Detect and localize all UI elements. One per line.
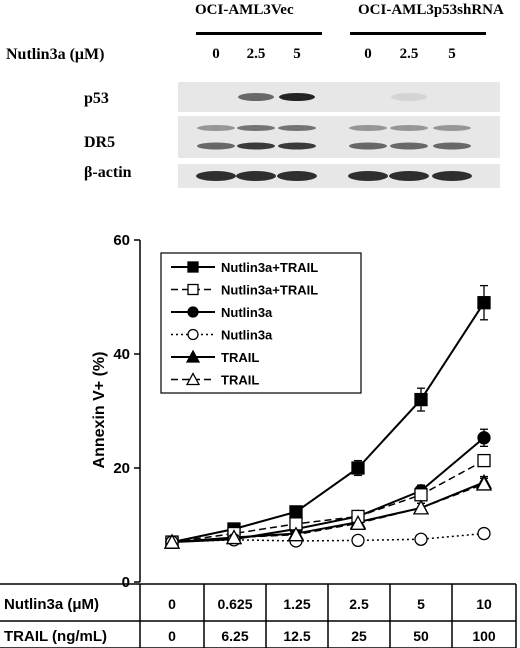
p53-band bbox=[238, 93, 274, 101]
table-row-label: TRAIL (ng/mL) bbox=[4, 628, 107, 645]
data-point bbox=[351, 533, 365, 548]
p53-band bbox=[391, 93, 427, 101]
row-label-actin: β-actin bbox=[84, 164, 132, 181]
dr5-band bbox=[349, 125, 387, 131]
conc-label: 2.5 bbox=[399, 46, 419, 62]
y-tick-label: 40 bbox=[113, 346, 130, 363]
series-line bbox=[171, 483, 485, 543]
legend-label: TRAIL bbox=[221, 373, 259, 388]
chart-axes: 0 20 40 60 bbox=[113, 232, 141, 591]
actin-band bbox=[432, 171, 472, 181]
table-cell: 10 bbox=[476, 596, 492, 612]
row-label-p53: p53 bbox=[84, 90, 109, 107]
legend-label: Nutlin3a+TRAIL bbox=[221, 283, 318, 298]
table-cell: 6.25 bbox=[221, 628, 248, 644]
data-point bbox=[351, 461, 365, 475]
table-cell: 0 bbox=[168, 628, 176, 644]
row-label-dr5: DR5 bbox=[84, 134, 116, 151]
dr5-band bbox=[390, 142, 428, 150]
dr5-band bbox=[278, 142, 316, 150]
data-point bbox=[187, 328, 199, 341]
series-line bbox=[171, 532, 485, 543]
data-point bbox=[477, 431, 491, 445]
data-point bbox=[187, 283, 199, 296]
actin-band bbox=[389, 171, 429, 181]
data-point bbox=[185, 372, 201, 386]
dr5-band bbox=[237, 125, 275, 131]
data-point bbox=[477, 453, 491, 468]
actin-band bbox=[196, 171, 236, 181]
data-point bbox=[289, 505, 303, 519]
legend-label: Nutlin3a bbox=[221, 328, 273, 343]
data-point bbox=[185, 349, 201, 363]
group-label-shrna: OCI-AML3p53shRNA bbox=[358, 2, 504, 18]
data-point bbox=[414, 488, 428, 502]
data-point bbox=[225, 529, 243, 545]
table-cell: 12.5 bbox=[283, 628, 310, 644]
data-point bbox=[477, 296, 491, 310]
dr5-band bbox=[433, 125, 471, 131]
data-point bbox=[187, 306, 199, 318]
actin-band bbox=[277, 171, 317, 181]
conc-label: 0 bbox=[212, 46, 220, 62]
data-point bbox=[287, 526, 305, 542]
dr5-band bbox=[433, 142, 471, 150]
group-bar-vec bbox=[196, 32, 322, 35]
dr5-band bbox=[197, 125, 235, 131]
group-bar-shrna bbox=[350, 32, 486, 35]
table-cell: 0.625 bbox=[217, 596, 252, 612]
chart-legend: Nutlin3a+TRAIL Nutlin3a+TRAIL Nutlin3a Nutl… bbox=[160, 252, 362, 394]
table-cell: 1.25 bbox=[283, 596, 310, 612]
dr5-band bbox=[197, 142, 235, 150]
data-point bbox=[412, 499, 430, 515]
table-cell: 0 bbox=[168, 596, 176, 612]
conc-label: 5 bbox=[293, 46, 301, 62]
dr5-band bbox=[237, 142, 275, 150]
legend-label: TRAIL bbox=[221, 350, 259, 365]
p53-band bbox=[279, 93, 315, 101]
legend-label: Nutlin3a+TRAIL bbox=[221, 260, 318, 275]
y-tick-label: 0 bbox=[122, 574, 130, 591]
dr5-band bbox=[349, 142, 387, 150]
table-cell: 25 bbox=[351, 628, 367, 644]
conc-label: 0 bbox=[364, 46, 372, 62]
data-point bbox=[475, 475, 493, 491]
data-point bbox=[349, 514, 367, 530]
treatment-label: Nutlin3a (μM) bbox=[6, 46, 105, 63]
series-line bbox=[171, 481, 485, 544]
series-line bbox=[171, 302, 485, 544]
y-tick-label: 60 bbox=[113, 232, 130, 249]
table-cell: 5 bbox=[417, 596, 425, 612]
data-point bbox=[163, 533, 181, 549]
y-tick-label: 20 bbox=[113, 460, 130, 477]
series-layer bbox=[163, 284, 493, 549]
dr5-band bbox=[390, 125, 428, 131]
data-point bbox=[187, 261, 199, 273]
group-label-vec: OCI-AML3Vec bbox=[195, 2, 294, 18]
series-line bbox=[171, 459, 485, 543]
blot-strip-dr5 bbox=[178, 116, 500, 158]
legend-label: Nutlin3a bbox=[221, 305, 273, 320]
conc-label: 2.5 bbox=[246, 46, 266, 62]
table-cell: 100 bbox=[472, 628, 496, 644]
blot-strip-p53 bbox=[178, 82, 500, 112]
table-cell: 50 bbox=[413, 628, 429, 644]
data-point bbox=[414, 532, 428, 546]
conc-label: 5 bbox=[448, 46, 456, 62]
table-cell: 2.5 bbox=[349, 596, 369, 612]
actin-band bbox=[348, 171, 388, 181]
y-axis-label: Annexin V+ (%) bbox=[91, 352, 108, 469]
dose-table: Nutlin3a (μM) 0 0.625 1.25 2.5 5 10 TRAIL (ng/m… bbox=[0, 583, 517, 648]
table-row-label: Nutlin3a (μM) bbox=[4, 596, 99, 613]
data-point bbox=[477, 526, 491, 541]
dr5-band bbox=[278, 125, 316, 131]
legend-box bbox=[160, 252, 362, 394]
blot-bands bbox=[196, 93, 472, 181]
data-point bbox=[414, 392, 428, 407]
actin-band bbox=[236, 171, 276, 181]
